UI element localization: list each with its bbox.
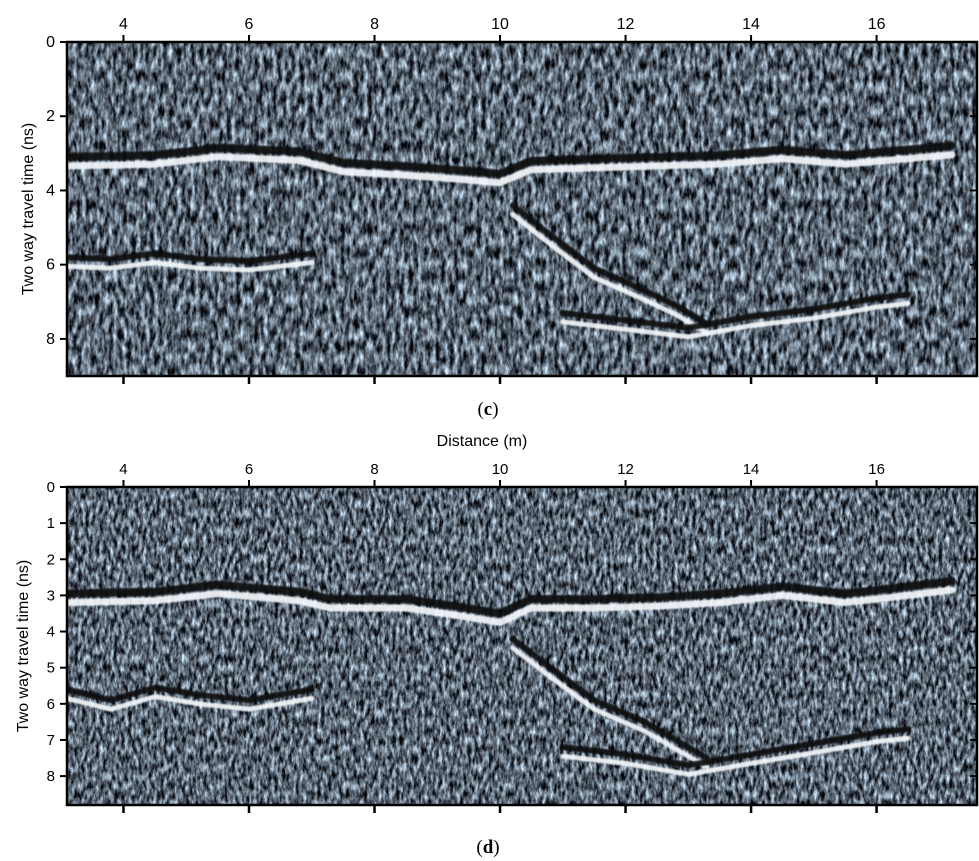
reflector-dark-2 bbox=[67, 684, 315, 704]
plot-frame bbox=[65, 485, 979, 807]
x-tick-label: 16 bbox=[868, 461, 885, 478]
reflector-light-3 bbox=[510, 645, 710, 770]
y-axis-label: Two way travel time (ns) bbox=[15, 560, 32, 732]
x-tick-label: 10 bbox=[492, 461, 509, 478]
x-tick-label: 14 bbox=[743, 461, 760, 478]
y-tick-label: 2 bbox=[46, 108, 55, 125]
radargram-image bbox=[67, 42, 977, 376]
reflector-dark-2 bbox=[67, 250, 315, 264]
y-axis-label: Two way travel time (ns) bbox=[20, 123, 37, 295]
x-tick-label: 12 bbox=[617, 16, 635, 33]
y-tick-label: 7 bbox=[47, 732, 55, 749]
panel-caption: (c) bbox=[477, 399, 498, 420]
y-tick-label: 6 bbox=[46, 257, 55, 274]
x-tick-label: 6 bbox=[245, 16, 254, 33]
y-tick-label: 1 bbox=[47, 515, 55, 532]
reflector-light-1 bbox=[67, 151, 956, 187]
y-tick-label: 8 bbox=[46, 331, 55, 348]
reflector-light-3 bbox=[510, 211, 710, 336]
reflector-light-2 bbox=[67, 260, 315, 273]
radargram-panel-c: 4 6 8 10 12 14 16 0 2 4 6 8 Two way travel time (ns)… bbox=[20, 16, 979, 420]
reflector-dark-1 bbox=[67, 141, 956, 178]
reflector-light-4 bbox=[560, 735, 911, 777]
x-tick-label: 4 bbox=[119, 461, 127, 478]
reflector-light-1 bbox=[67, 586, 956, 626]
reflector-dark-4 bbox=[559, 291, 911, 331]
radargram-image bbox=[67, 487, 977, 805]
reflector-dark-4 bbox=[559, 726, 911, 769]
x-tick-label: 10 bbox=[491, 16, 509, 33]
x-axis-label: Distance (m) bbox=[437, 433, 528, 450]
reflector-light-2 bbox=[67, 694, 315, 712]
plot-frame bbox=[65, 40, 979, 378]
reflector-light-4 bbox=[560, 300, 911, 340]
x-tick-label: 4 bbox=[119, 16, 128, 33]
y-tick-label: 4 bbox=[46, 182, 55, 199]
panel-caption: (d) bbox=[476, 837, 499, 858]
y-tick-label: 3 bbox=[47, 587, 55, 604]
x-tick-label: 14 bbox=[742, 16, 760, 33]
y-tick-label: 4 bbox=[47, 624, 55, 641]
x-tick-label: 16 bbox=[868, 16, 886, 33]
x-tick-label: 8 bbox=[370, 16, 379, 33]
y-tick-label: 8 bbox=[47, 768, 55, 785]
y-tick-label: 5 bbox=[47, 660, 55, 677]
x-tick-label: 12 bbox=[617, 461, 634, 478]
x-tick-label: 6 bbox=[245, 461, 253, 478]
y-tick-label: 0 bbox=[46, 34, 55, 51]
y-tick-label: 6 bbox=[47, 696, 55, 713]
x-tick-label: 8 bbox=[370, 461, 378, 478]
reflector-dark-3 bbox=[509, 202, 711, 327]
y-tick-label: 2 bbox=[47, 551, 55, 568]
y-tick-label: 0 bbox=[47, 479, 55, 496]
reflector-dark-1 bbox=[67, 577, 956, 618]
reflector-dark-3 bbox=[509, 635, 711, 761]
